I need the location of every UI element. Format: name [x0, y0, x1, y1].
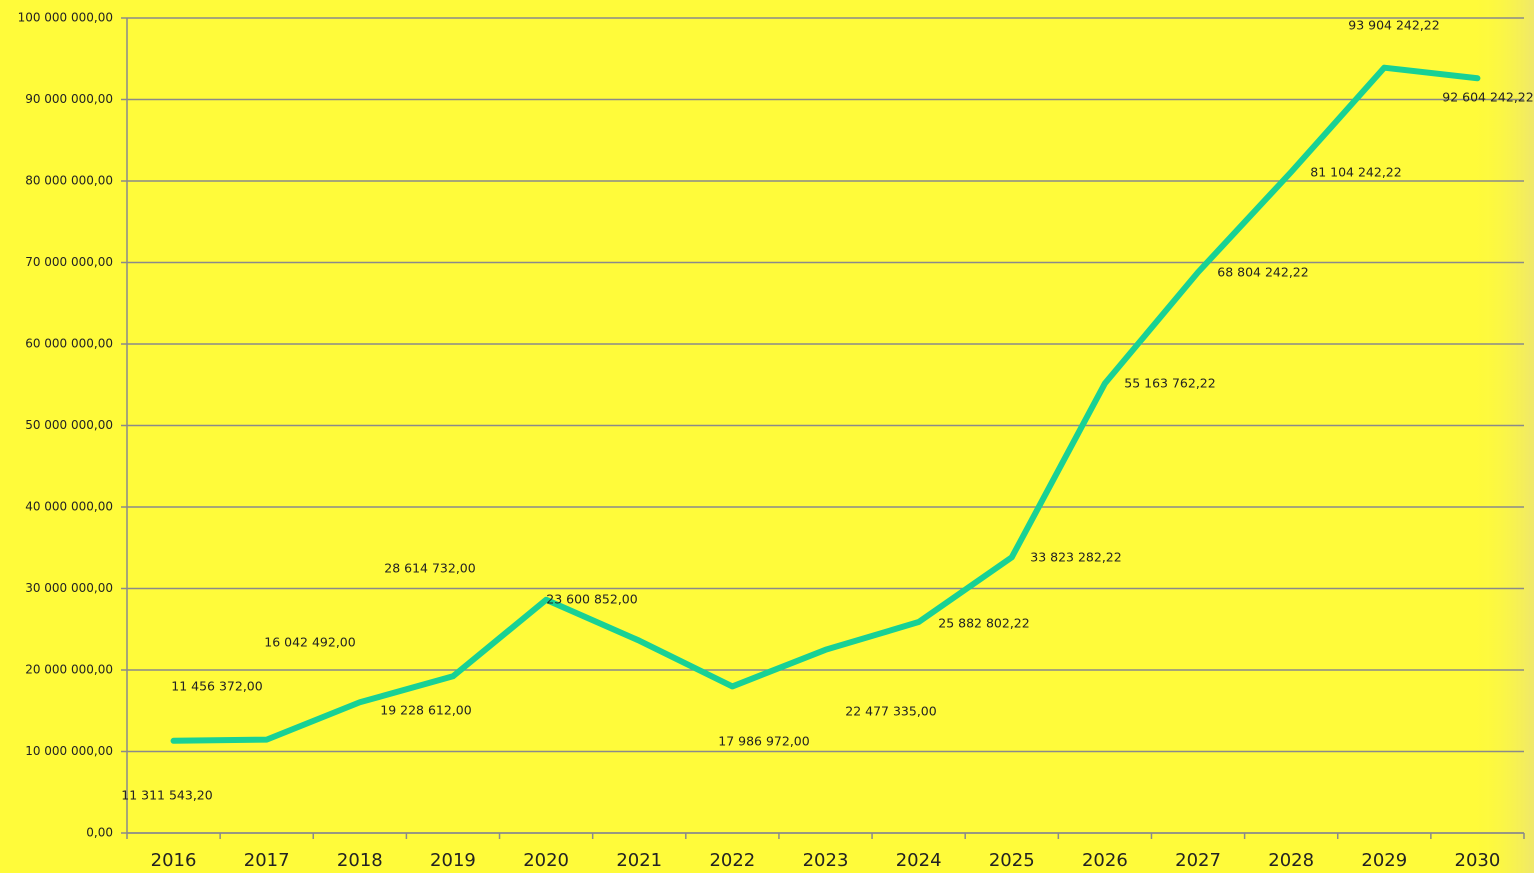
y-tick-label: 100 000 000,00 — [18, 11, 113, 25]
y-tick-label: 10 000 000,00 — [25, 744, 113, 758]
data-label: 68 804 242,22 — [1217, 265, 1308, 280]
data-label: 23 600 852,00 — [546, 592, 637, 607]
x-tick-label: 2025 — [989, 850, 1035, 871]
edge-fade — [1470, 0, 1534, 873]
y-tick-label: 70 000 000,00 — [25, 255, 113, 269]
y-tick-label: 80 000 000,00 — [25, 174, 113, 188]
data-label: 25 882 802,22 — [938, 616, 1029, 631]
data-label: 33 823 282,22 — [1030, 550, 1121, 565]
y-tick-label: 30 000 000,00 — [25, 581, 113, 595]
y-tick-label: 50 000 000,00 — [25, 418, 113, 432]
data-label: 55 163 762,22 — [1124, 376, 1215, 391]
x-tick-label: 2020 — [523, 850, 569, 871]
x-tick-label: 2026 — [1082, 850, 1128, 871]
x-tick-label: 2027 — [1175, 850, 1221, 871]
y-tick-label: 0,00 — [86, 826, 113, 840]
data-label: 16 042 492,00 — [264, 635, 355, 650]
data-label: 92 604 242,22 — [1442, 90, 1533, 105]
data-label: 19 228 612,00 — [380, 703, 471, 718]
x-tick-label: 2019 — [430, 850, 476, 871]
data-label: 11 311 543,20 — [121, 788, 212, 803]
x-tick-label: 2028 — [1268, 850, 1314, 871]
data-label: 17 986 972,00 — [718, 734, 809, 749]
data-label: 93 904 242,22 — [1348, 18, 1439, 33]
y-tick-label: 40 000 000,00 — [25, 500, 113, 514]
x-tick-label: 2030 — [1455, 850, 1501, 871]
x-tick-label: 2021 — [616, 850, 662, 871]
x-tick-label: 2029 — [1361, 850, 1407, 871]
data-label: 28 614 732,00 — [384, 561, 475, 576]
y-tick-label: 20 000 000,00 — [25, 663, 113, 677]
x-tick-label: 2016 — [151, 850, 197, 871]
data-label: 11 456 372,00 — [171, 679, 262, 694]
x-tick-label: 2018 — [337, 850, 383, 871]
y-tick-label: 60 000 000,00 — [25, 337, 113, 351]
data-label: 81 104 242,22 — [1310, 165, 1401, 180]
data-label: 22 477 335,00 — [845, 704, 936, 719]
x-tick-label: 2024 — [896, 850, 942, 871]
x-tick-label: 2022 — [709, 850, 755, 871]
series-line — [170, 64, 1481, 744]
x-tick-label: 2017 — [244, 850, 290, 871]
y-tick-label: 90 000 000,00 — [25, 92, 113, 106]
x-tick-label: 2023 — [803, 850, 849, 871]
